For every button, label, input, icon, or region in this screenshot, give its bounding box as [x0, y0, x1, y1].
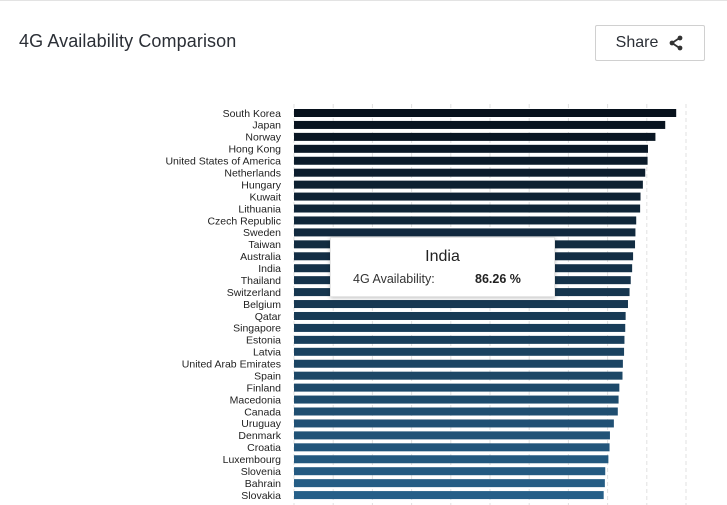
bar-united-states-of-america[interactable]: [294, 156, 648, 165]
category-label: Thailand: [241, 275, 281, 287]
category-label: Luxembourg: [223, 454, 282, 466]
category-label: United Arab Emirates: [182, 359, 281, 371]
page-title: 4G Availability Comparison: [19, 31, 237, 51]
bar-spain[interactable]: [294, 371, 623, 380]
category-label: Belgium: [243, 299, 281, 311]
share-label: Share: [615, 34, 659, 51]
bar-macedonia[interactable]: [294, 395, 619, 404]
category-label: Czech Republic: [207, 215, 281, 227]
bar-canada[interactable]: [294, 407, 618, 416]
category-label: Slovakia: [241, 490, 281, 502]
category-label: Hungary: [241, 179, 281, 191]
category-label: United States of America: [165, 156, 281, 168]
tooltip-label: 4G Availability:: [353, 272, 435, 286]
tooltip-value: 86.26 %: [475, 272, 521, 286]
bar-uruguay[interactable]: [294, 419, 614, 428]
bar-south-korea[interactable]: [294, 109, 677, 117]
bar-qatar[interactable]: [294, 311, 626, 320]
category-label: Qatar: [255, 311, 282, 323]
category-label: Finland: [247, 382, 282, 394]
bar-finland[interactable]: [294, 383, 620, 392]
category-label: Sweden: [243, 227, 281, 239]
bar-lithuania[interactable]: [294, 204, 641, 213]
top-divider: [0, 0, 727, 1]
category-label: Denmark: [238, 430, 281, 442]
category-label: Lithuania: [238, 203, 281, 215]
category-label: Kuwait: [249, 191, 281, 203]
bar-croatia[interactable]: [294, 443, 610, 452]
bar-slovakia[interactable]: [294, 491, 604, 500]
category-label: South Korea: [223, 108, 282, 120]
tooltip-title: India: [425, 248, 460, 265]
chart-tooltip: India 4G Availability: 86.26 %: [330, 237, 555, 297]
share-icon: [668, 35, 684, 51]
category-label: Singapore: [233, 323, 281, 335]
category-label: Bahrain: [245, 478, 281, 490]
category-label: Spain: [254, 370, 281, 382]
bar-estonia[interactable]: [294, 335, 625, 344]
category-label: Taiwan: [248, 239, 281, 251]
category-label: Netherlands: [224, 168, 281, 180]
category-label: Japan: [252, 120, 281, 132]
bar-slovenia[interactable]: [294, 467, 606, 476]
bar-luxembourg[interactable]: [294, 455, 609, 464]
bar-sweden[interactable]: [294, 228, 636, 237]
bar-denmark[interactable]: [294, 431, 610, 440]
category-label: Croatia: [247, 442, 281, 454]
category-label: Canada: [244, 406, 281, 418]
category-label: Australia: [240, 251, 281, 263]
bar-bahrain[interactable]: [294, 479, 605, 488]
category-label: Macedonia: [230, 394, 282, 406]
share-button[interactable]: Share: [595, 25, 705, 61]
bar-singapore[interactable]: [294, 323, 626, 332]
bar-hungary[interactable]: [294, 180, 643, 189]
bar-hong-kong[interactable]: [294, 144, 648, 153]
category-label: Hong Kong: [228, 144, 281, 156]
bar-latvia[interactable]: [294, 347, 625, 356]
bar-united-arab-emirates[interactable]: [294, 359, 623, 368]
bar-norway[interactable]: [294, 132, 656, 141]
bar-japan[interactable]: [294, 120, 666, 129]
category-label: India: [258, 263, 281, 275]
bar-netherlands[interactable]: [294, 168, 646, 177]
category-label: Estonia: [246, 335, 281, 347]
category-label: Uruguay: [241, 418, 281, 430]
category-label: Slovenia: [241, 466, 281, 478]
category-label: Latvia: [253, 347, 281, 359]
bar-kuwait[interactable]: [294, 192, 641, 201]
category-label: Switzerland: [227, 287, 281, 299]
bar-czech-republic[interactable]: [294, 216, 637, 225]
category-label: Norway: [245, 132, 281, 144]
bar-belgium[interactable]: [294, 300, 628, 309]
